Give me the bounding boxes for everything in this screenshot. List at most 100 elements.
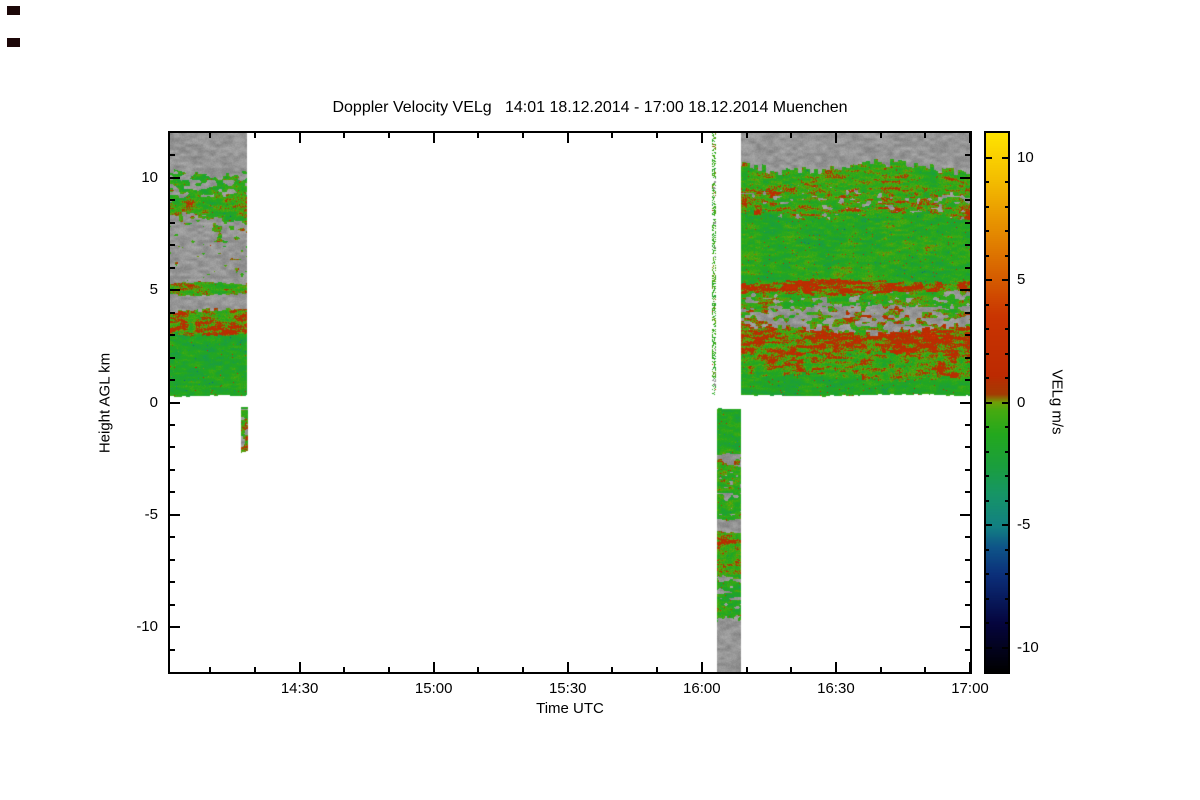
- x-minor-tick: [387, 133, 390, 138]
- colorbar-major-tick: [986, 156, 992, 159]
- y-minor-tick: [965, 558, 970, 561]
- x-minor-tick: [656, 133, 659, 138]
- colorbar-minor-tick: [1005, 622, 1008, 624]
- screen-artifact: [7, 6, 20, 15]
- x-tick-label: 15:30: [548, 680, 587, 697]
- y-minor-tick: [170, 423, 175, 426]
- y-minor-tick: [170, 199, 175, 202]
- colorbar-minor-tick: [986, 597, 989, 600]
- y-minor-tick: [170, 379, 175, 382]
- x-minor-tick: [477, 133, 480, 138]
- y-minor-tick: [170, 536, 175, 539]
- x-minor-tick: [790, 667, 793, 672]
- x-major-tick: [834, 133, 837, 143]
- y-minor-tick: [965, 334, 970, 337]
- x-minor-tick: [253, 133, 256, 138]
- y-minor-tick: [170, 221, 175, 224]
- x-major-tick: [566, 133, 569, 143]
- y-minor-tick: [965, 379, 970, 382]
- colorbar-minor-tick: [986, 499, 989, 502]
- x-minor-tick: [522, 133, 525, 138]
- x-tick-label: 16:30: [817, 680, 855, 697]
- y-major-tick: [170, 626, 180, 629]
- y-minor-tick: [965, 311, 970, 314]
- colorbar-minor-tick: [1005, 475, 1008, 477]
- x-axis-label: Time UTC: [536, 700, 604, 717]
- y-minor-tick: [965, 199, 970, 202]
- x-minor-tick: [924, 667, 927, 672]
- colorbar-minor-tick: [1005, 597, 1008, 600]
- colorbar-minor-tick: [986, 548, 989, 551]
- colorbar-minor-tick: [1005, 254, 1008, 257]
- y-minor-tick: [965, 648, 970, 651]
- colorbar-minor-tick: [986, 450, 989, 453]
- colorbar-minor-tick: [1005, 352, 1008, 355]
- plot-frame: [168, 131, 972, 674]
- y-minor-tick: [965, 446, 970, 449]
- colorbar-major-tick: [1002, 156, 1008, 159]
- colorbar-tick-label: 0: [1017, 393, 1026, 411]
- chart-title: Doppler Velocity VELg 14:01 18.12.2014 -…: [332, 99, 848, 116]
- y-minor-tick: [965, 468, 970, 471]
- x-minor-tick: [611, 133, 614, 138]
- colorbar-minor-tick: [986, 352, 989, 355]
- colorbar-major-tick: [1002, 646, 1008, 649]
- colorbar-minor-tick: [1005, 303, 1008, 306]
- x-tick-label: 15:00: [414, 680, 453, 697]
- x-tick-label: 16:00: [683, 680, 721, 697]
- y-minor-tick: [965, 603, 970, 606]
- colorbar-minor-tick: [1005, 450, 1008, 453]
- x-minor-tick: [343, 667, 346, 672]
- y-minor-tick: [965, 491, 970, 494]
- colorbar-minor-tick: [1005, 548, 1008, 551]
- y-minor-tick: [170, 558, 175, 561]
- colorbar-minor-tick: [986, 230, 989, 232]
- y-minor-tick: [170, 334, 175, 337]
- y-minor-tick: [965, 266, 970, 269]
- colorbar-minor-tick: [1005, 230, 1008, 232]
- y-minor-tick: [170, 266, 175, 269]
- y-tick-label: 10: [141, 168, 158, 186]
- x-minor-tick: [209, 667, 212, 672]
- x-minor-tick: [656, 667, 659, 672]
- y-minor-tick: [965, 356, 970, 359]
- colorbar-major-tick: [1002, 524, 1008, 526]
- x-major-tick: [969, 662, 971, 672]
- x-minor-tick: [477, 667, 480, 672]
- y-major-tick: [960, 626, 970, 629]
- colorbar-major-tick: [986, 279, 992, 281]
- y-tick-label: -5: [144, 505, 158, 523]
- x-minor-tick: [253, 667, 256, 672]
- colorbar-major-tick: [1002, 279, 1008, 281]
- y-minor-tick: [170, 356, 175, 359]
- colorbar-minor-tick: [986, 328, 989, 330]
- colorbar-minor-tick: [1005, 205, 1008, 208]
- y-minor-tick: [965, 423, 970, 426]
- y-minor-tick: [170, 446, 175, 449]
- y-major-tick: [170, 401, 180, 404]
- y-minor-tick: [170, 491, 175, 494]
- colorbar-major-tick: [1002, 401, 1008, 404]
- x-major-tick: [432, 662, 435, 672]
- colorbar-minor-tick: [986, 205, 989, 208]
- x-major-tick: [969, 133, 971, 143]
- y-minor-tick: [170, 468, 175, 471]
- colorbar-minor-tick: [1005, 328, 1008, 330]
- velocity-heatmap-canvas: [170, 133, 970, 672]
- colorbar-minor-tick: [1005, 181, 1008, 183]
- screen-artifact: [7, 38, 20, 47]
- colorbar-major-tick: [986, 524, 992, 526]
- y-minor-tick: [170, 581, 175, 584]
- y-minor-tick: [965, 536, 970, 539]
- colorbar-major-tick: [986, 646, 992, 649]
- x-minor-tick: [790, 133, 793, 138]
- colorbar-minor-tick: [986, 181, 989, 183]
- y-major-tick: [960, 513, 970, 516]
- x-minor-tick: [879, 667, 882, 672]
- x-major-tick: [700, 662, 703, 672]
- x-major-tick: [432, 133, 435, 143]
- y-major-tick: [170, 513, 180, 516]
- x-minor-tick: [209, 133, 212, 138]
- y-minor-tick: [170, 244, 175, 247]
